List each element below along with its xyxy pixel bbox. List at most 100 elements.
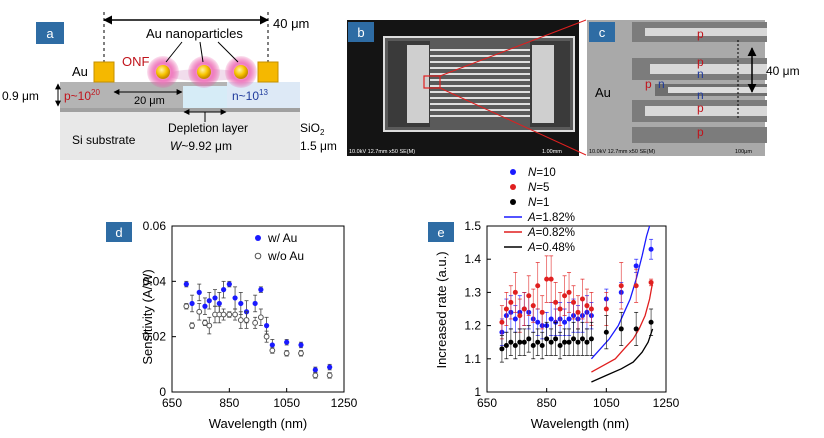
dim-40-label: 40 μm [273,16,309,31]
data-point-w-au [252,300,258,307]
badge-a-label: a [46,26,54,41]
data-point [584,339,590,345]
data-point-wo-au [326,372,333,379]
data-point [566,339,572,345]
onf-label: ONF [122,54,150,69]
y-tick-label: 0 [159,385,166,399]
data-point-w-au [258,287,264,293]
data-point [521,339,527,345]
finger-4-inner [645,106,767,116]
legend-label: A=0.82% [527,227,575,239]
legend-label: N=1 [528,197,549,209]
data-point [557,343,563,349]
au-nanoparticles-label: Au nanoparticles [146,26,243,41]
data-point [530,303,536,309]
data-point-wo-au [220,311,227,318]
data-point [562,339,568,345]
data-point [584,303,590,309]
y-tick-label: 1.1 [464,352,481,366]
y-tick-label: 1 [474,385,481,399]
sem-c-p2: p [697,55,704,69]
data-point-w-au [221,287,227,293]
badge-e-label: e [437,225,444,240]
chart-d-ylabel: Sensitivity (A/W) [140,269,155,364]
data-point [548,316,554,322]
data-point [539,309,545,315]
y-tick-label: 1.5 [464,219,481,233]
data-point [633,326,639,332]
np-pointer-2 [199,41,204,63]
badge-c [589,22,615,42]
badge-b-label: b [357,25,364,40]
data-point [579,296,585,302]
y-tick-label: 1.4 [464,252,481,266]
data-point-wo-au [202,319,208,326]
chart-e-marks [499,225,654,383]
data-point-w-au [202,303,208,309]
data-point-w-au [196,289,202,295]
sem-c-scale: 100μm [735,149,752,155]
sem-c-p5: p [697,125,704,139]
badge-b [348,22,374,42]
x-tick-label: 1250 [653,396,680,410]
data-point-w-au [189,300,195,307]
data-point [535,339,541,345]
data-point [512,343,518,349]
data-point [517,339,523,345]
chart-e: e N=10 N=5 N=1 A=1.82% A=0.82% A=0.48% 650 850… [428,167,680,431]
data-point [530,343,536,349]
chart-d-axes: 650 850 1050 1250 0 0.02 0.04 0.06 [143,219,358,410]
y-tick-label: 1.3 [464,285,481,299]
au-label: Au [72,64,88,79]
legend-marker [510,184,516,190]
x-tick-label: 1050 [593,396,620,410]
legend-label: w/ Au [267,231,297,245]
sio2-layer [60,108,300,112]
data-point-wo-au [269,347,276,354]
badge-e [428,222,454,242]
legend-marker [254,252,262,260]
sio2-label: SiO2 [300,121,325,137]
zoom-box [423,75,441,89]
data-point-w-au [212,295,218,301]
finger-2-inner [650,64,767,74]
data-point-w-au [269,342,275,348]
data-point [548,339,554,345]
depletion-label: Depletion layer [168,121,248,135]
data-point [521,306,527,312]
si-substrate-label: Si substrate [72,133,136,147]
data-point-w-au [183,281,189,287]
chart-d: d 650 850 1050 1250 0 0.02 0.04 0.06 w/ Au w/o A… [106,219,358,431]
legend-marker [255,235,261,241]
panel-b: b 10.0kV 12.7mm x50 SE(M) 1.00mm [347,19,587,156]
nanoparticle-core-3 [234,65,248,79]
data-point-wo-au [206,322,213,329]
x-tick-label: 850 [219,396,239,410]
data-point [503,343,509,349]
legend-label: A=1.82% [527,212,575,224]
data-point [526,293,532,299]
sem-c-n1: n [697,67,704,81]
data-point-w-au [327,364,333,370]
zoom-line-top [439,19,587,77]
width-20-label: 20 μm [134,95,165,107]
data-point [544,336,550,342]
data-point [499,319,505,325]
data-point [566,316,572,322]
thickness-label: 0.9 μm [2,89,39,103]
badge-c-label: c [599,25,606,40]
data-point-w-au [312,367,318,373]
data-point [499,346,505,352]
data-point [571,336,577,342]
depletion-width-label: W~9.92 μm [170,139,232,153]
sem-c-info: 10.0kV 12.7mm x50 SE(M) [589,149,655,155]
data-point [517,313,523,319]
finger-3-inner [668,87,767,93]
legend-marker [510,169,516,175]
x-tick-label: 650 [162,396,182,410]
data-point [535,283,541,289]
data-point [588,306,594,312]
data-point-w-au [226,281,232,287]
data-point [618,326,624,332]
data-point [526,336,532,342]
